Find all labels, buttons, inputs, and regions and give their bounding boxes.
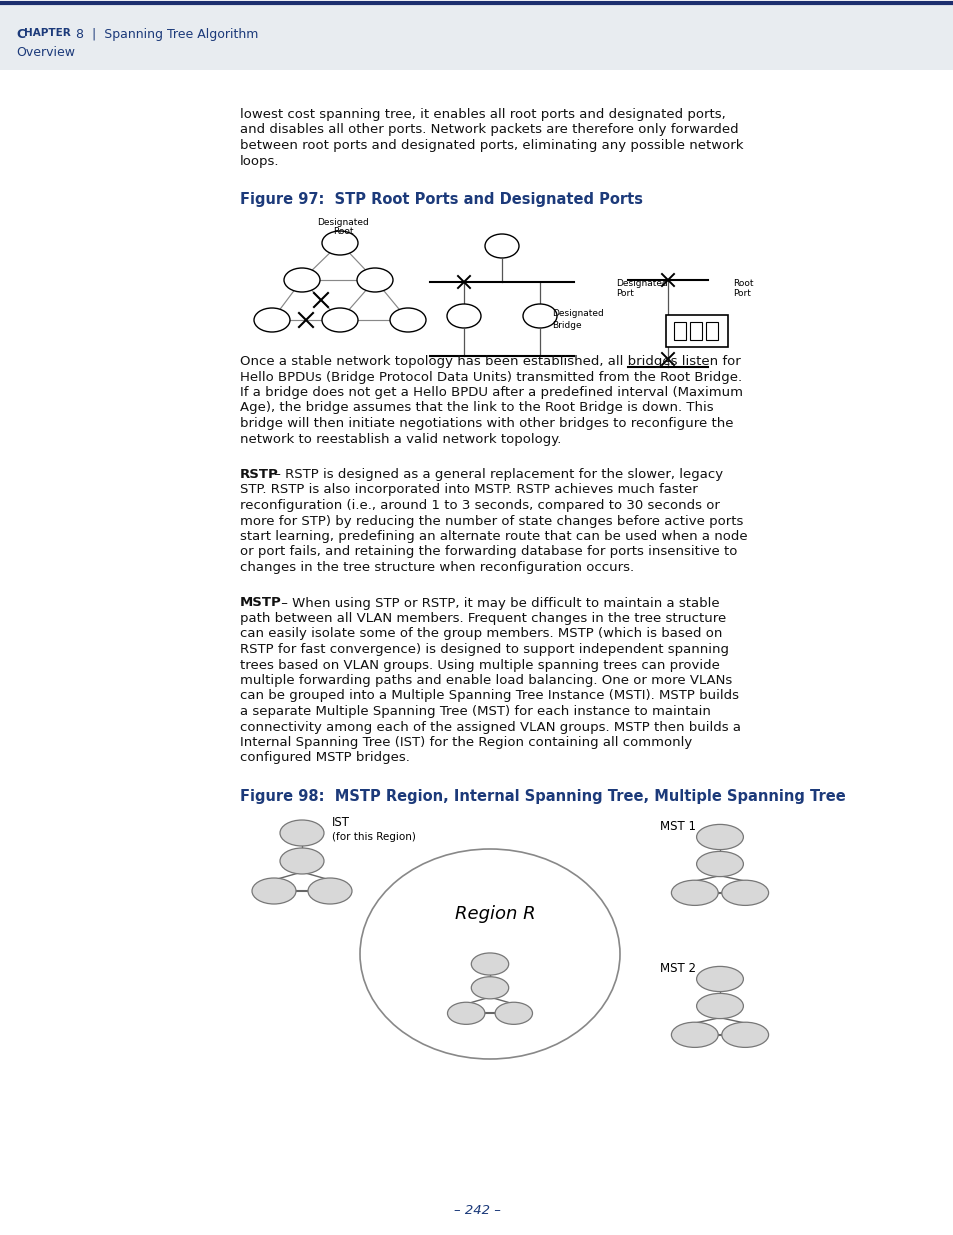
Bar <box>0 2 953 70</box>
Text: Once a stable network topology has been established, all bridges listen for: Once a stable network topology has been … <box>240 354 740 368</box>
Text: IST: IST <box>332 816 350 830</box>
Text: or port fails, and retaining the forwarding database for ports insensitive to: or port fails, and retaining the forward… <box>240 546 737 558</box>
Text: Designated: Designated <box>552 310 603 319</box>
Ellipse shape <box>721 1023 768 1047</box>
Ellipse shape <box>696 851 742 877</box>
Text: Region R: Region R <box>455 905 535 923</box>
Ellipse shape <box>356 268 393 291</box>
Text: Designated: Designated <box>616 279 667 289</box>
Text: Bridge: Bridge <box>552 321 581 330</box>
Text: (for this Region): (for this Region) <box>332 832 416 842</box>
Text: MSTP: MSTP <box>240 597 281 610</box>
Ellipse shape <box>280 820 324 846</box>
Text: STP. RSTP is also incorporated into MSTP. RSTP achieves much faster: STP. RSTP is also incorporated into MSTP… <box>240 483 697 496</box>
Ellipse shape <box>495 1003 532 1024</box>
Ellipse shape <box>390 308 426 332</box>
Text: changes in the tree structure when reconfiguration occurs.: changes in the tree structure when recon… <box>240 561 634 574</box>
Ellipse shape <box>696 825 742 850</box>
Ellipse shape <box>671 881 718 905</box>
Text: Root: Root <box>333 227 353 236</box>
Ellipse shape <box>671 1023 718 1047</box>
Text: and disables all other ports. Network packets are therefore only forwarded: and disables all other ports. Network pa… <box>240 124 738 137</box>
Ellipse shape <box>447 304 480 329</box>
Text: Root: Root <box>732 279 753 289</box>
Text: reconfiguration (i.e., around 1 to 3 seconds, compared to 30 seconds or: reconfiguration (i.e., around 1 to 3 sec… <box>240 499 720 513</box>
Ellipse shape <box>484 233 518 258</box>
Text: a separate Multiple Spanning Tree (MST) for each instance to maintain: a separate Multiple Spanning Tree (MST) … <box>240 705 710 718</box>
Ellipse shape <box>322 308 357 332</box>
Text: – 242 –: – 242 – <box>453 1204 500 1216</box>
Text: – RSTP is designed as a general replacement for the slower, legacy: – RSTP is designed as a general replacem… <box>270 468 722 480</box>
Text: If a bridge does not get a Hello BPDU after a predefined interval (Maximum: If a bridge does not get a Hello BPDU af… <box>240 387 742 399</box>
Text: connectivity among each of the assigned VLAN groups. MSTP then builds a: connectivity among each of the assigned … <box>240 720 740 734</box>
Bar <box>705 322 718 340</box>
Text: path between all VLAN members. Frequent changes in the tree structure: path between all VLAN members. Frequent … <box>240 613 725 625</box>
Text: Overview: Overview <box>16 46 75 59</box>
Text: Port: Port <box>616 289 633 299</box>
Ellipse shape <box>284 268 319 291</box>
Ellipse shape <box>696 993 742 1019</box>
Ellipse shape <box>522 304 557 329</box>
Text: Age), the bridge assumes that the link to the Root Bridge is down. This: Age), the bridge assumes that the link t… <box>240 401 713 415</box>
Text: 8  |  Spanning Tree Algorithm: 8 | Spanning Tree Algorithm <box>71 28 258 41</box>
Bar <box>689 322 701 340</box>
Text: Figure 98:  MSTP Region, Internal Spanning Tree, Multiple Spanning Tree: Figure 98: MSTP Region, Internal Spannin… <box>240 789 845 804</box>
Ellipse shape <box>253 308 290 332</box>
Text: bridge will then initiate negotiations with other bridges to reconfigure the: bridge will then initiate negotiations w… <box>240 417 733 430</box>
Text: multiple forwarding paths and enable load balancing. One or more VLANs: multiple forwarding paths and enable loa… <box>240 674 732 687</box>
Text: more for STP) by reducing the number of state changes before active ports: more for STP) by reducing the number of … <box>240 515 742 527</box>
Ellipse shape <box>696 967 742 992</box>
Text: Hello BPDUs (Bridge Protocol Data Units) transmitted from the Root Bridge.: Hello BPDUs (Bridge Protocol Data Units)… <box>240 370 741 384</box>
Ellipse shape <box>252 878 295 904</box>
Text: lowest cost spanning tree, it enables all root ports and designated ports,: lowest cost spanning tree, it enables al… <box>240 107 725 121</box>
Text: configured MSTP bridges.: configured MSTP bridges. <box>240 752 410 764</box>
Text: RSTP: RSTP <box>240 468 278 480</box>
Ellipse shape <box>280 848 324 874</box>
Text: MST 2: MST 2 <box>659 962 696 976</box>
Ellipse shape <box>359 848 619 1058</box>
Text: trees based on VLAN groups. Using multiple spanning trees can provide: trees based on VLAN groups. Using multip… <box>240 658 720 672</box>
Text: can be grouped into a Multiple Spanning Tree Instance (MSTI). MSTP builds: can be grouped into a Multiple Spanning … <box>240 689 739 703</box>
Ellipse shape <box>471 977 508 999</box>
Text: Internal Spanning Tree (IST) for the Region containing all commonly: Internal Spanning Tree (IST) for the Reg… <box>240 736 692 748</box>
Text: C: C <box>16 28 25 41</box>
Text: network to reestablish a valid network topology.: network to reestablish a valid network t… <box>240 432 560 446</box>
Bar <box>673 322 685 340</box>
Ellipse shape <box>308 878 352 904</box>
Ellipse shape <box>447 1003 484 1024</box>
Text: Designated: Designated <box>316 219 369 227</box>
Ellipse shape <box>721 881 768 905</box>
Text: loops.: loops. <box>240 154 279 168</box>
Text: – When using STP or RSTP, it may be difficult to maintain a stable: – When using STP or RSTP, it may be diff… <box>276 597 719 610</box>
Text: RSTP for fast convergence) is designed to support independent spanning: RSTP for fast convergence) is designed t… <box>240 643 728 656</box>
Ellipse shape <box>471 953 508 976</box>
Text: can easily isolate some of the group members. MSTP (which is based on: can easily isolate some of the group mem… <box>240 627 721 641</box>
Text: start learning, predefining an alternate route that can be used when a node: start learning, predefining an alternate… <box>240 530 747 543</box>
Text: Port: Port <box>732 289 750 299</box>
Text: MST 1: MST 1 <box>659 820 696 834</box>
Ellipse shape <box>322 231 357 254</box>
Text: Figure 97:  STP Root Ports and Designated Ports: Figure 97: STP Root Ports and Designated… <box>240 191 642 207</box>
Text: HAPTER: HAPTER <box>24 28 71 38</box>
Bar <box>665 315 727 347</box>
Text: between root ports and designated ports, eliminating any possible network: between root ports and designated ports,… <box>240 140 742 152</box>
